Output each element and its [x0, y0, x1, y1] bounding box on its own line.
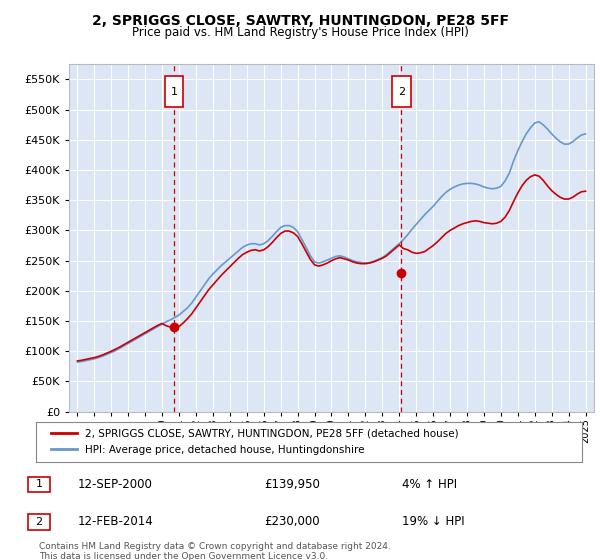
Legend: 2, SPRIGGS CLOSE, SAWTRY, HUNTINGDON, PE28 5FF (detached house), HPI: Average pr: 2, SPRIGGS CLOSE, SAWTRY, HUNTINGDON, PE…	[47, 424, 463, 459]
Text: 2, SPRIGGS CLOSE, SAWTRY, HUNTINGDON, PE28 5FF: 2, SPRIGGS CLOSE, SAWTRY, HUNTINGDON, PE…	[91, 14, 509, 28]
Text: 12-FEB-2014: 12-FEB-2014	[78, 515, 154, 529]
Text: 2: 2	[35, 517, 43, 527]
Text: £139,950: £139,950	[264, 478, 320, 491]
Text: 1: 1	[35, 479, 43, 489]
Text: 2: 2	[398, 87, 405, 96]
FancyBboxPatch shape	[165, 77, 184, 106]
Text: 19% ↓ HPI: 19% ↓ HPI	[402, 515, 464, 529]
Text: £230,000: £230,000	[264, 515, 320, 529]
Text: Contains HM Land Registry data © Crown copyright and database right 2024.
This d: Contains HM Land Registry data © Crown c…	[39, 542, 391, 560]
Text: 1: 1	[170, 87, 178, 96]
FancyBboxPatch shape	[392, 77, 410, 106]
Text: 4% ↑ HPI: 4% ↑ HPI	[402, 478, 457, 491]
Text: Price paid vs. HM Land Registry's House Price Index (HPI): Price paid vs. HM Land Registry's House …	[131, 26, 469, 39]
Text: 12-SEP-2000: 12-SEP-2000	[78, 478, 153, 491]
